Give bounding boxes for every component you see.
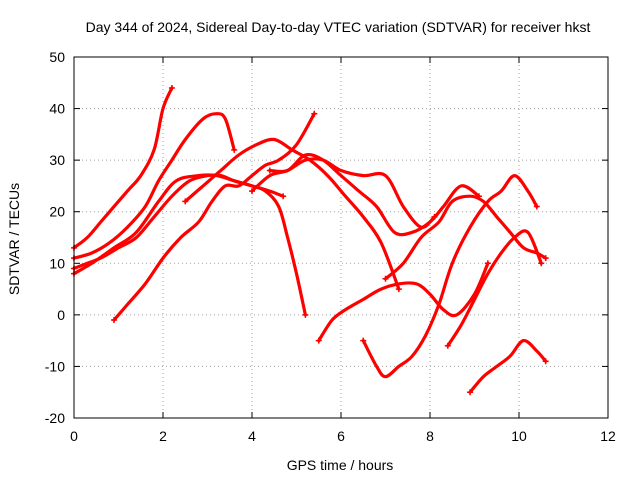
- x-axis-label: GPS time / hours: [287, 457, 394, 473]
- plus-marker: [360, 337, 367, 344]
- series-arc-6: [183, 137, 401, 291]
- x-tick-label: 12: [600, 428, 616, 444]
- chart-title: Day 344 of 2024, Sidereal Day-to-day VTE…: [86, 19, 591, 35]
- plus-marker: [302, 311, 309, 318]
- y-tick-label: 20: [49, 204, 65, 220]
- plus-marker: [542, 255, 549, 262]
- plus-marker: [266, 167, 273, 174]
- plus-marker: [533, 203, 540, 210]
- x-tick-label: 6: [337, 428, 345, 444]
- x-tick-label: 0: [70, 428, 78, 444]
- series-arc-13: [468, 338, 548, 394]
- plus-marker: [315, 337, 322, 344]
- y-tick-label: 30: [49, 152, 65, 168]
- series-arc-11: [383, 194, 548, 281]
- plus-marker: [484, 260, 491, 267]
- series-arc-12: [446, 229, 543, 348]
- plus-marker: [111, 317, 118, 324]
- x-tick-label: 10: [511, 428, 527, 444]
- plus-marker: [311, 110, 318, 117]
- y-tick-label: 10: [49, 255, 65, 271]
- plus-marker: [395, 286, 402, 293]
- series-arc-10: [361, 174, 539, 379]
- data-series: [71, 84, 549, 396]
- y-tick-label: 50: [49, 49, 65, 65]
- y-axis-label: SDTVAR / TECUs: [6, 183, 22, 295]
- plus-marker: [444, 342, 451, 349]
- x-tick-label: 4: [248, 428, 256, 444]
- plus-marker: [182, 198, 189, 205]
- plus-marker: [542, 358, 549, 365]
- series-arc-5: [112, 112, 316, 322]
- series-arc-4: [72, 173, 285, 276]
- y-tick-label: -20: [45, 410, 65, 426]
- x-tick-label: 2: [159, 428, 167, 444]
- series-arc-2: [72, 112, 236, 260]
- y-tick-label: 0: [57, 307, 65, 323]
- plus-marker: [249, 188, 255, 195]
- series-arc-1: [72, 86, 174, 250]
- y-tick-label: -10: [45, 358, 65, 374]
- axis-ticks: 0 2 4 6 8 10 12 -20 -10 0 10 20 30 40 50: [45, 49, 616, 444]
- plus-marker: [467, 389, 474, 396]
- plus-marker: [538, 260, 545, 267]
- series-arc-8: [268, 152, 481, 237]
- plus-marker: [231, 146, 238, 153]
- plus-marker: [168, 84, 175, 91]
- series-arc-9: [317, 261, 490, 343]
- y-tick-label: 40: [49, 101, 65, 117]
- grid: [74, 57, 608, 418]
- plus-marker: [382, 275, 389, 282]
- plus-marker: [280, 193, 287, 200]
- x-tick-label: 8: [426, 428, 434, 444]
